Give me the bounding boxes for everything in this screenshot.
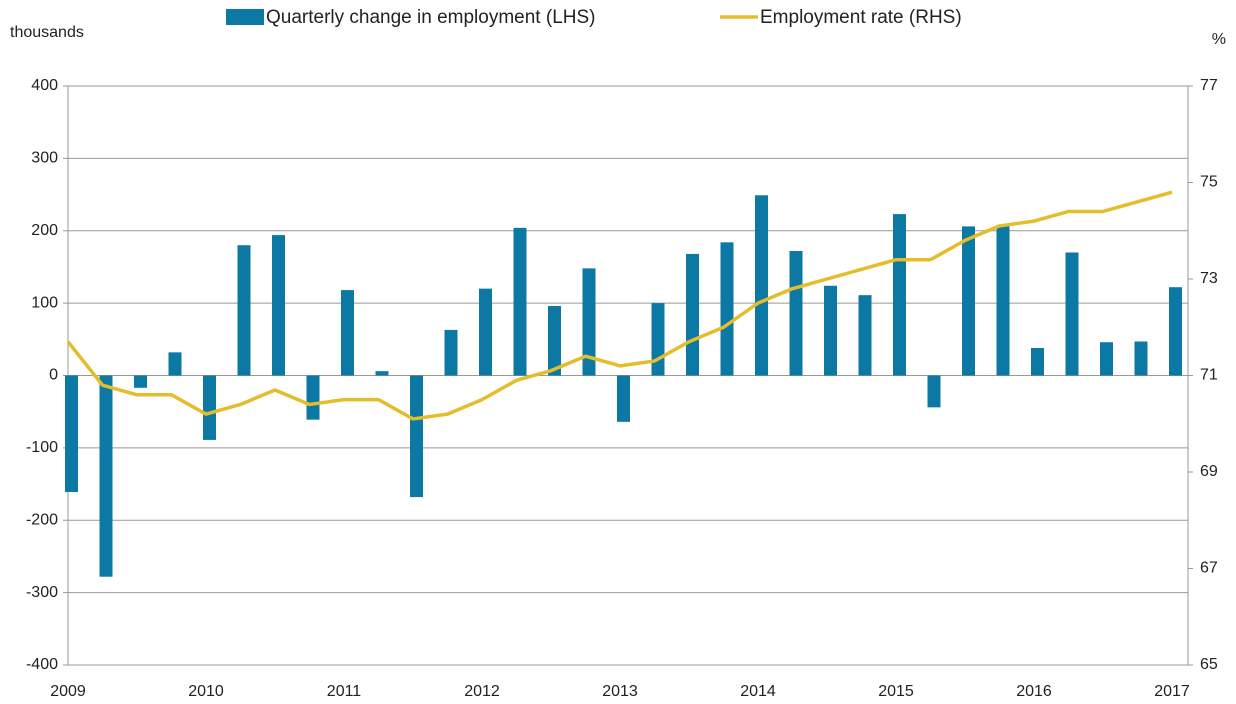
x-tick-label: 2014	[740, 683, 776, 700]
bar	[237, 245, 251, 376]
legend-swatch	[226, 9, 264, 25]
bar	[962, 226, 975, 376]
bar	[617, 375, 630, 422]
bar	[1065, 252, 1079, 376]
bar	[651, 303, 665, 376]
bar	[789, 251, 803, 376]
y2-tick-label: 73	[1200, 270, 1218, 287]
y2-tick-label: 67	[1200, 560, 1218, 577]
bar	[996, 224, 1010, 376]
y-axis-label: thousands	[10, 24, 84, 41]
y2-axis-label: %	[1212, 31, 1226, 48]
y-tick-label: 200	[31, 222, 58, 239]
y2-tick-label: 69	[1200, 463, 1218, 480]
y-tick-label: 100	[31, 294, 58, 311]
bar	[893, 214, 906, 376]
y2-tick-label: 65	[1200, 656, 1218, 673]
y2-tick-label: 75	[1200, 174, 1218, 191]
y-tick-label: 400	[31, 77, 58, 94]
bar	[1134, 341, 1148, 376]
x-tick-label: 2015	[878, 683, 914, 700]
y-tick-label: 0	[49, 367, 58, 384]
y-tick-label: -200	[26, 511, 58, 528]
bar	[65, 375, 78, 493]
bar	[168, 352, 182, 376]
x-tick-label: 2009	[50, 683, 86, 700]
bar	[444, 329, 458, 376]
x-tick-label: 2011	[327, 683, 362, 700]
bar	[927, 375, 941, 408]
bar	[410, 375, 423, 498]
bar	[720, 242, 734, 376]
legend-label: Employment rate (RHS)	[760, 7, 962, 28]
bar	[375, 371, 389, 376]
bar	[99, 375, 113, 577]
x-tick-label: 2016	[1016, 683, 1052, 700]
bar	[134, 375, 147, 388]
bar	[1100, 342, 1113, 376]
y2-tick-label: 71	[1200, 367, 1218, 384]
bar	[824, 285, 837, 376]
x-tick-label: 2013	[602, 683, 638, 700]
bar	[341, 290, 354, 376]
x-tick-label: 2010	[188, 683, 224, 700]
bar	[858, 295, 872, 376]
y-tick-label: -400	[26, 656, 58, 673]
x-tick-label: 2017	[1154, 683, 1190, 700]
y-tick-label: -300	[26, 584, 58, 601]
legend-label: Quarterly change in employment (LHS)	[266, 7, 595, 28]
bar	[686, 253, 699, 376]
bar	[513, 227, 527, 376]
x-tick-label: 2012	[464, 683, 500, 700]
bar	[548, 306, 561, 376]
bar	[582, 268, 596, 376]
bar	[1031, 347, 1044, 376]
y-tick-label: 300	[31, 150, 58, 167]
y-tick-label: -100	[26, 439, 58, 456]
line	[66, 190, 1173, 421]
bar	[272, 235, 285, 376]
bar	[306, 375, 320, 420]
bar	[203, 375, 216, 440]
y2-tick-label: 77	[1200, 77, 1218, 94]
bar	[479, 288, 492, 376]
bar	[755, 195, 768, 376]
bar	[1169, 287, 1182, 376]
